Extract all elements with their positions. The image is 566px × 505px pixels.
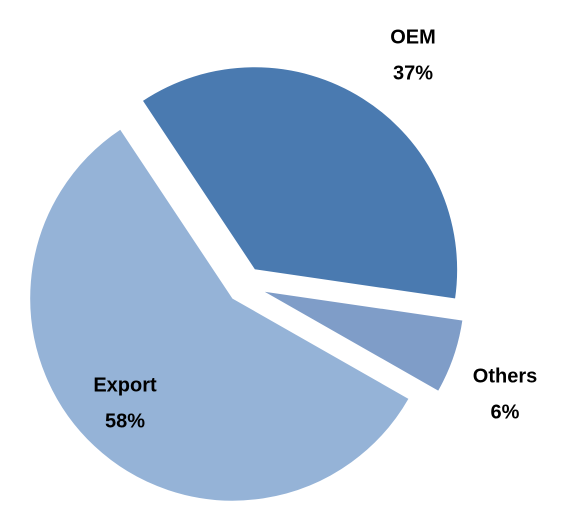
slice-value-label: 37% — [393, 62, 433, 84]
pie-slice — [261, 290, 464, 393]
pie-slice — [29, 128, 410, 502]
pie-slice — [141, 66, 459, 300]
slice-label: Export — [93, 374, 157, 396]
slice-value-label: 6% — [491, 401, 520, 423]
slice-label: OEM — [390, 26, 436, 48]
slice-label: Others — [473, 365, 537, 387]
slice-value-label: 58% — [105, 410, 145, 432]
